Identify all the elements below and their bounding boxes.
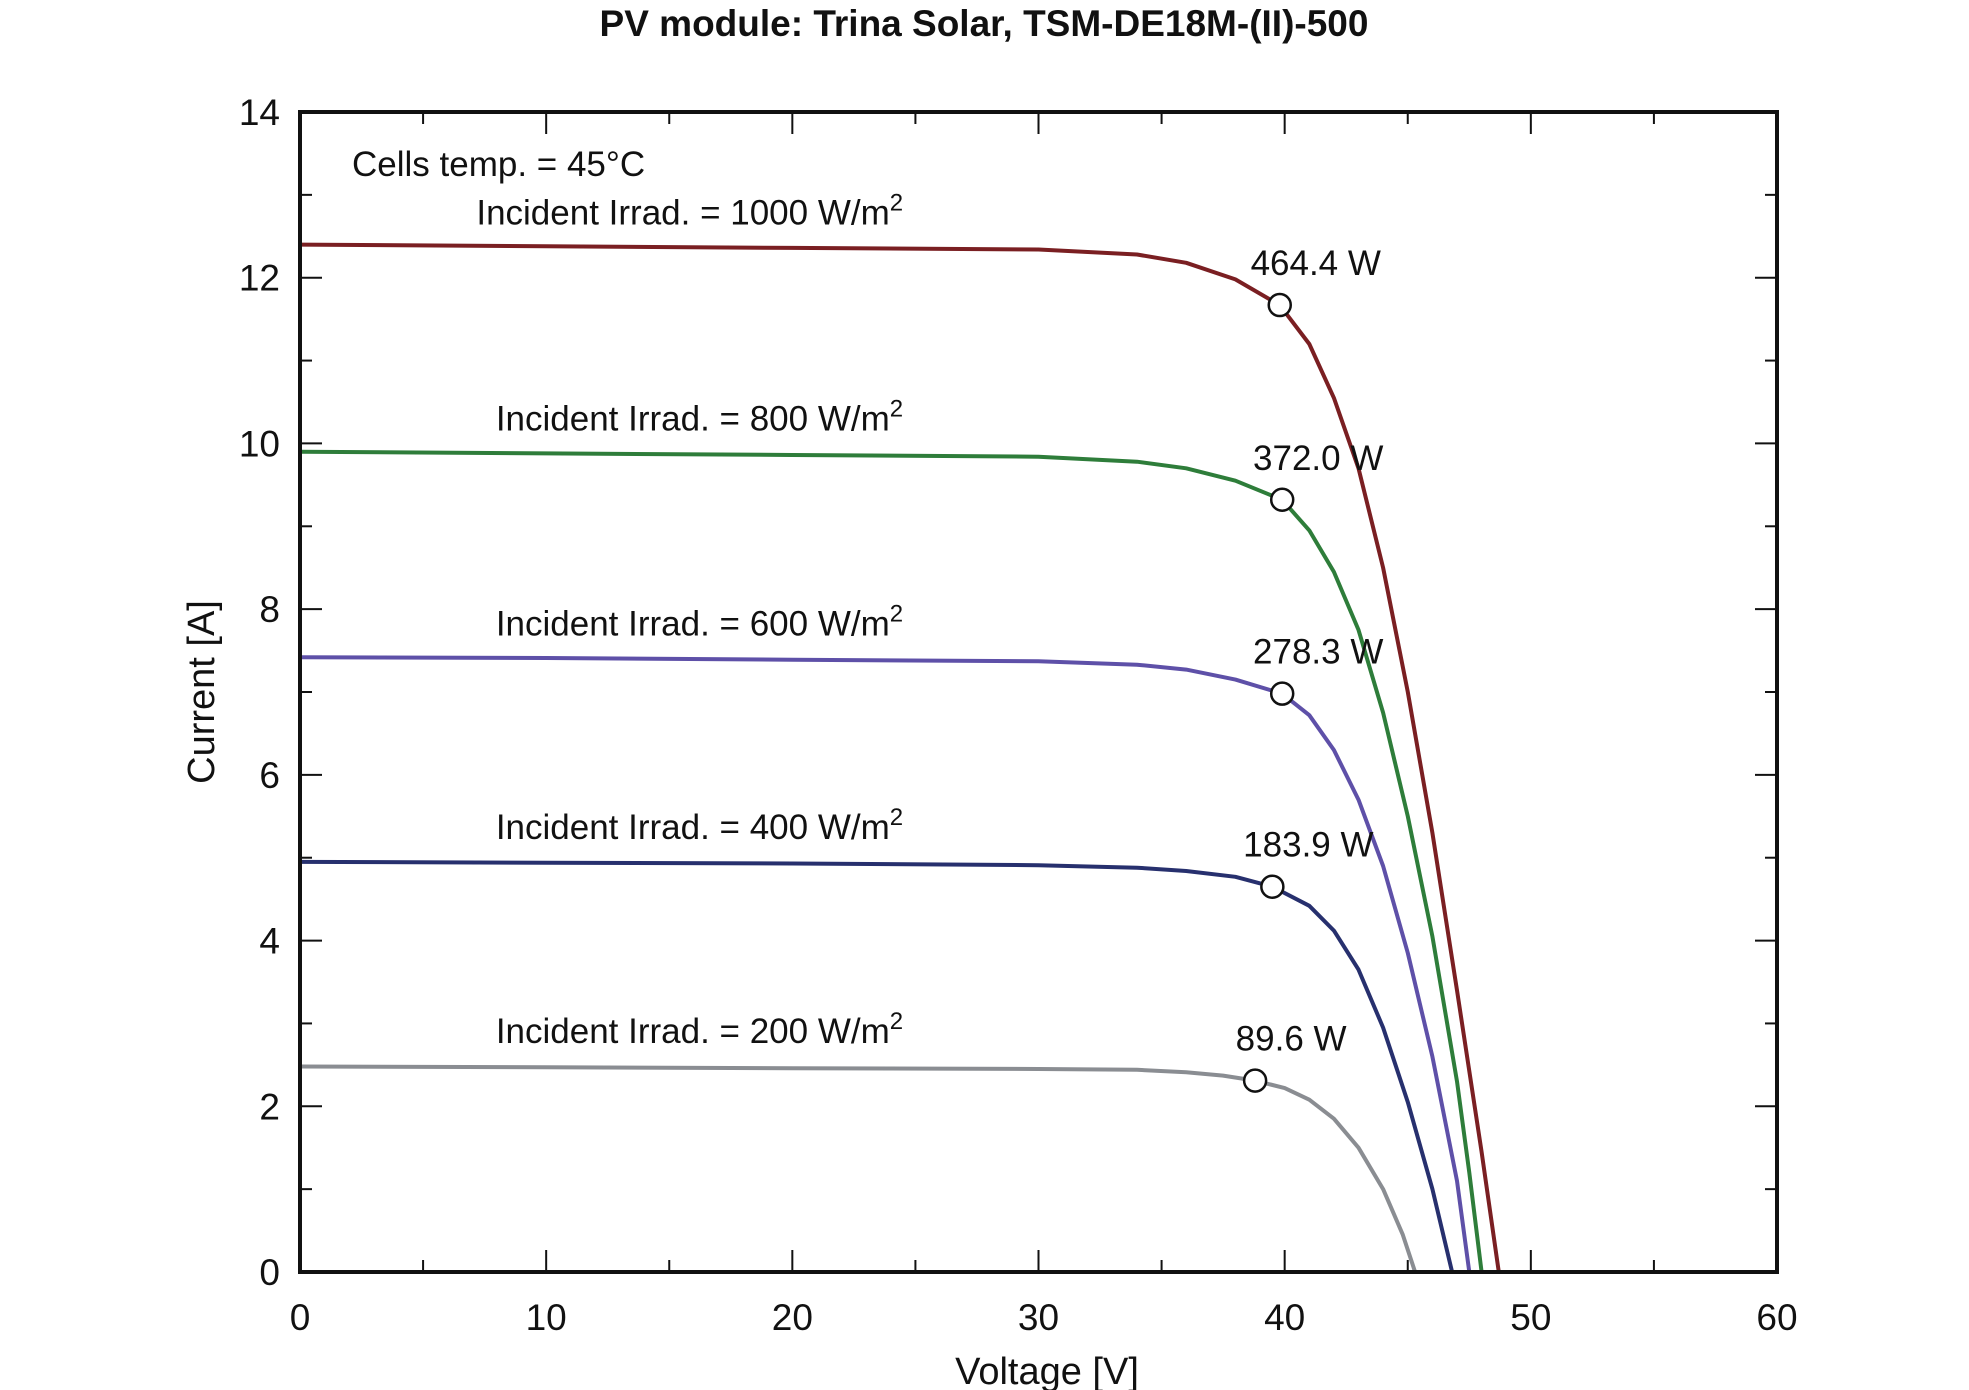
series-label: Incident Irrad. = 800 W/m2 xyxy=(496,396,903,439)
mpp-power-label: 183.9 W xyxy=(1243,826,1373,865)
y-axis-label: Current [A] xyxy=(181,600,223,784)
x-tick-label: 40 xyxy=(1264,1297,1305,1338)
iv-curve-series xyxy=(298,1064,1418,1274)
mpp-marker xyxy=(1267,292,1292,318)
mpp-power-label: 89.6 W xyxy=(1236,1020,1347,1059)
series-label: Incident Irrad. = 200 W/m2 xyxy=(496,1008,903,1051)
series-label: Incident Irrad. = 400 W/m2 xyxy=(496,804,903,847)
x-tick-label: 20 xyxy=(772,1297,813,1338)
series-label-text: Incident Irrad. = 400 W/m xyxy=(496,808,890,847)
series-label-sup: 2 xyxy=(890,1008,903,1035)
y-tick-label: 8 xyxy=(259,589,280,630)
y-tick-label: 2 xyxy=(259,1086,280,1127)
curves xyxy=(298,242,1501,1274)
y-tick-label: 4 xyxy=(259,921,280,962)
series-label: Incident Irrad. = 1000 W/m2 xyxy=(476,189,903,232)
series-label-text: Incident Irrad. = 600 W/m xyxy=(496,604,890,643)
y-tick-label: 14 xyxy=(239,92,280,133)
mpp-marker xyxy=(1269,487,1295,513)
series-label-sup: 2 xyxy=(890,396,903,423)
mpp-power-label: 278.3 W xyxy=(1253,633,1383,672)
annotation-cells-temp: Cells temp. = 45°C xyxy=(352,145,645,184)
mpp-power-label: 372.0 W xyxy=(1253,439,1383,478)
iv-curve-series xyxy=(298,655,1472,1274)
iv-curve-series xyxy=(298,242,1501,1274)
mpp-marker xyxy=(1242,1068,1268,1093)
x-tick-label: 10 xyxy=(526,1297,567,1338)
plot-frame xyxy=(298,110,1779,1274)
y-tick-label: 6 xyxy=(259,755,280,796)
series-label: Incident Irrad. = 600 W/m2 xyxy=(496,600,903,643)
y-tick-label: 0 xyxy=(259,1252,280,1293)
series-label-sup: 2 xyxy=(890,804,903,831)
series-label-text: Incident Irrad. = 1000 W/m xyxy=(476,193,889,232)
x-tick-label: 60 xyxy=(1756,1297,1797,1338)
mpp-marker xyxy=(1260,874,1285,899)
y-tick-label: 10 xyxy=(239,423,280,464)
y-tick-label: 12 xyxy=(239,258,280,299)
x-tick-label: 30 xyxy=(1018,1297,1059,1338)
x-axis-label: Voltage [V] xyxy=(955,1351,1139,1390)
iv-curve-series xyxy=(298,449,1484,1274)
chart-title: PV module: Trina Solar, TSM-DE18M-(II)-5… xyxy=(600,3,1369,44)
mpp-power-label: 464.4 W xyxy=(1251,244,1381,283)
x-tick-label: 50 xyxy=(1510,1297,1551,1338)
x-tick-label: 0 xyxy=(290,1297,311,1338)
series-label-sup: 2 xyxy=(890,600,903,627)
axis-ticks: 0 10 20 30 40 50 60 0 2 4 6 8 10 12 14 xyxy=(239,92,1798,1338)
mpp-marker xyxy=(1269,681,1295,706)
series-label-text: Incident Irrad. = 800 W/m xyxy=(496,400,890,439)
series-label-text: Incident Irrad. = 200 W/m xyxy=(496,1012,890,1051)
series-label-sup: 2 xyxy=(890,189,903,216)
